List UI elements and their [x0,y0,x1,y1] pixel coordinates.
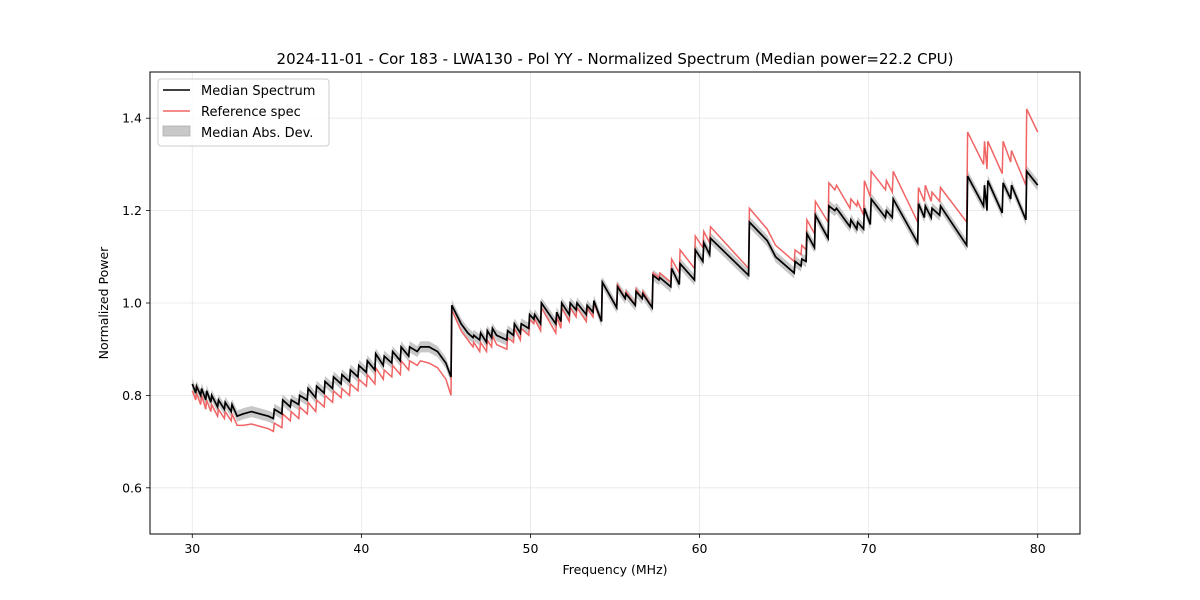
mad-band-area [192,165,1038,425]
x-axis-label: Frequency (MHz) [562,562,667,577]
y-tick-label: 1.4 [122,111,142,126]
x-tick-label: 30 [184,541,200,556]
legend-reference-spec-label: Reference spec [201,105,301,120]
legend-median-spectrum-label: Median Spectrum [201,84,315,99]
median-abs-dev-band [192,165,1038,425]
y-tick-label: 1.2 [122,203,142,218]
y-tick-label: 0.8 [122,388,142,403]
x-tick-label: 80 [1030,541,1046,556]
x-tick-label: 70 [861,541,877,556]
y-tick-label: 0.6 [122,480,142,495]
series-lines [191,108,1039,433]
x-tick-label: 40 [353,541,369,556]
legend-mad-label: Median Abs. Dev. [201,126,313,141]
x-tick-label: 60 [692,541,708,556]
y-axis-label: Normalized Power [96,246,111,360]
legend-mad-swatch [162,125,191,137]
chart-title: 2024-11-01 - Cor 183 - LWA130 - Pol YY -… [277,50,954,68]
y-axis-ticks: 0.6 0.8 1.0 1.2 1.4 [122,111,150,495]
y-tick-label: 1.0 [122,296,142,311]
legend-box [157,78,330,147]
x-axis-ticks: 30 40 50 60 70 80 [184,534,1046,556]
legend: Median Spectrum Reference spec Median Ab… [157,78,330,147]
x-tick-label: 50 [523,541,539,556]
median-spectrum-line [191,168,1039,420]
